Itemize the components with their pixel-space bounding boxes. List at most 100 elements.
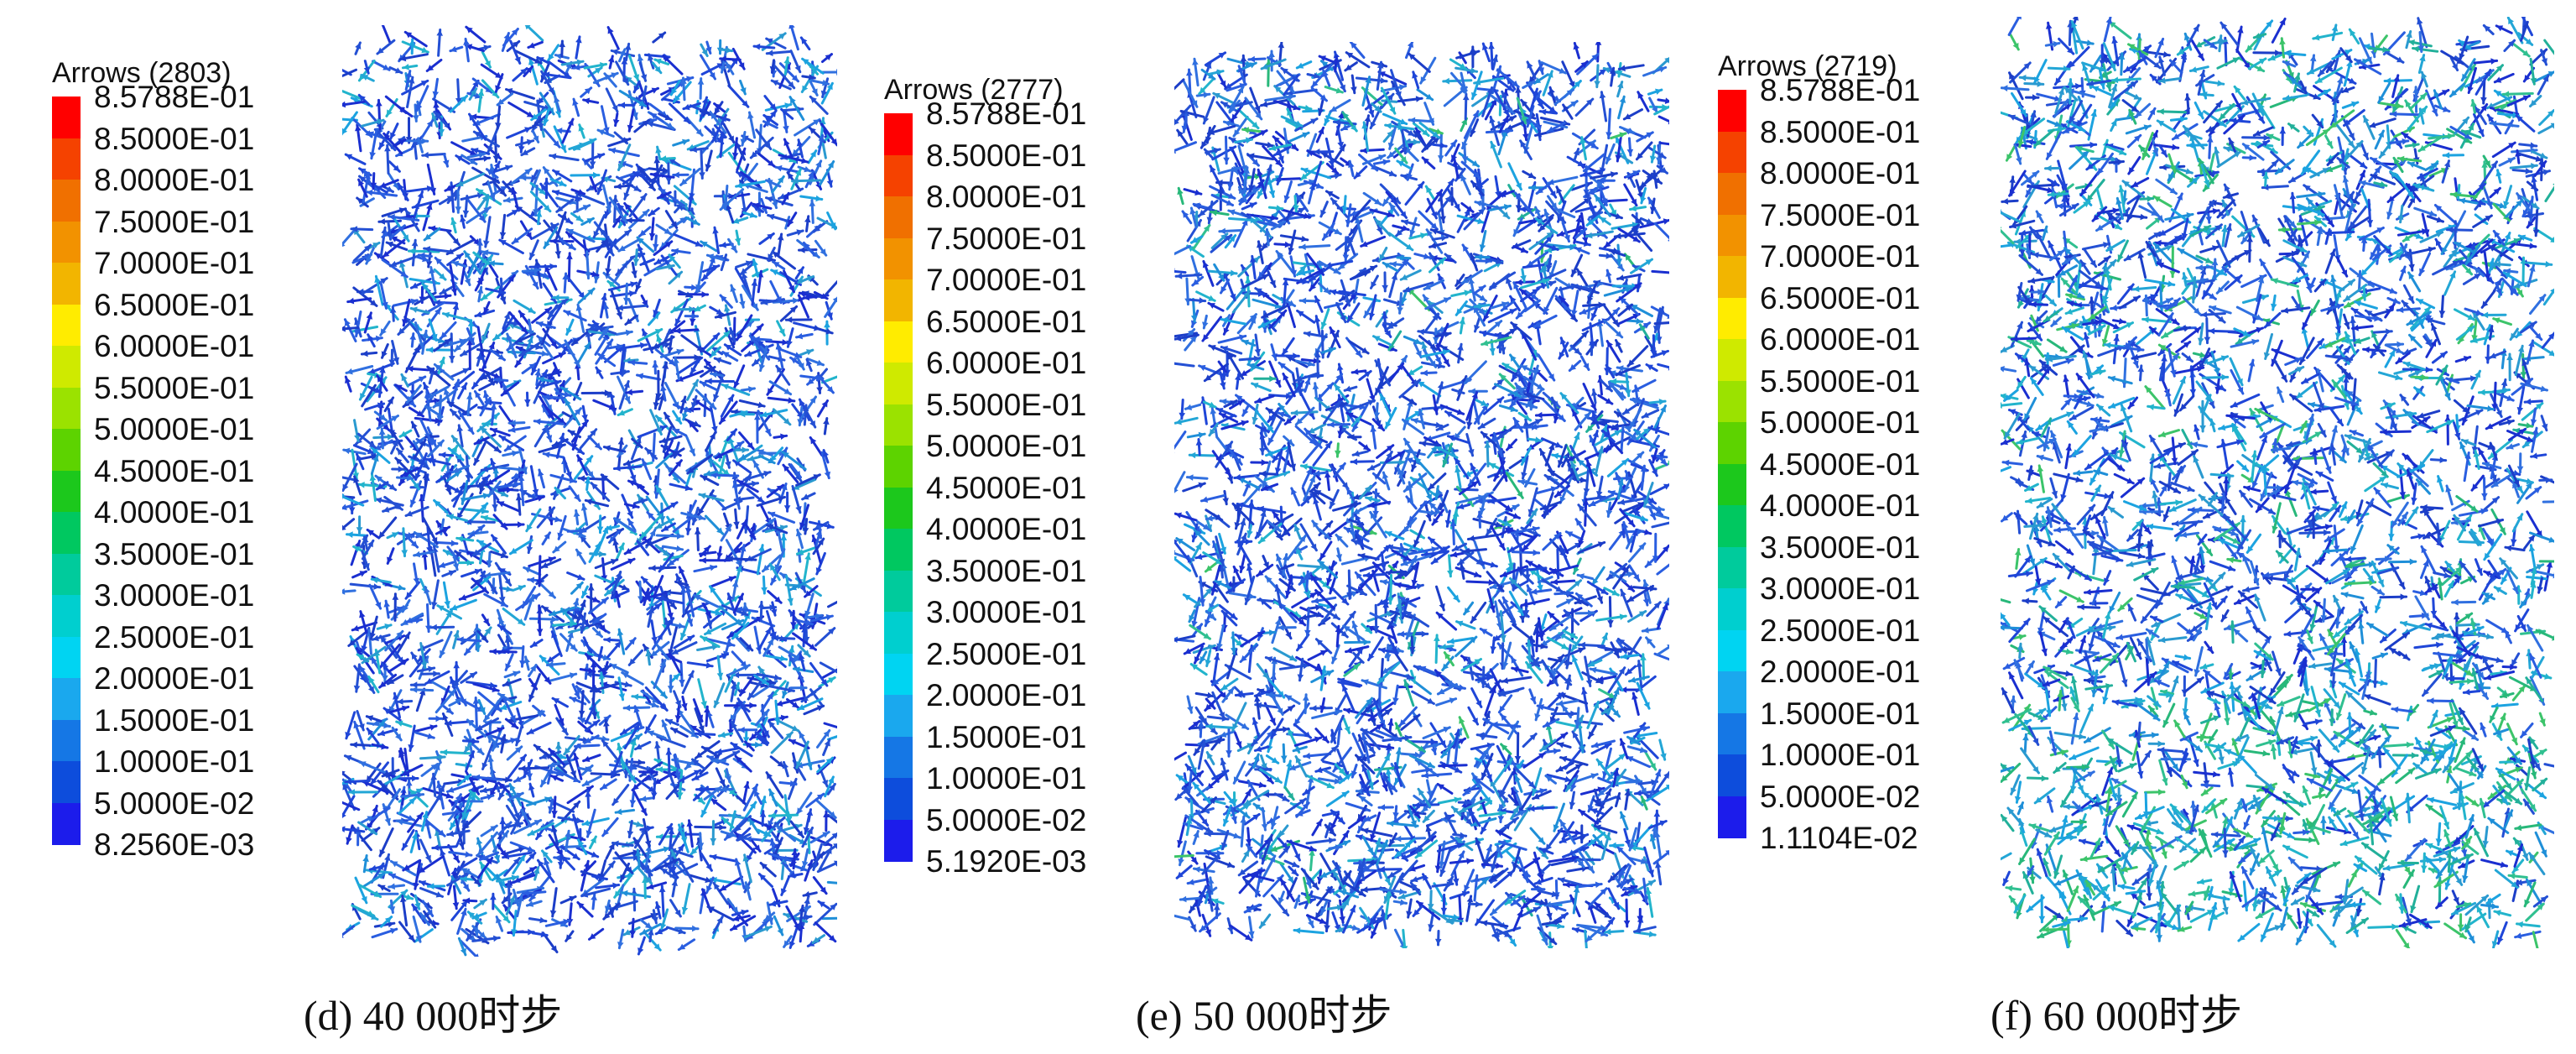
legend-swatch (884, 487, 913, 530)
legend-label: 4.5000E-01 (926, 470, 1087, 505)
legend-label: 5.0000E-02 (94, 785, 255, 821)
legend-swatch (1718, 546, 1746, 589)
legend-label: 5.5000E-01 (1760, 363, 1921, 399)
legend-label: 2.5000E-01 (1760, 613, 1921, 648)
legend-swatch (52, 346, 81, 389)
legend-swatch (1718, 796, 1746, 838)
legend-swatch (884, 778, 913, 821)
legend-swatch (1718, 505, 1746, 548)
legend-label: 8.5788E-01 (1760, 73, 1921, 107)
caption-e: (e) 50 000时步 (1136, 992, 1392, 1039)
legend-label: 7.0000E-01 (94, 246, 255, 280)
legend-label: 5.5000E-01 (926, 387, 1087, 422)
legend-swatch (884, 819, 913, 862)
panel-e: Arrows (2777) 8.5788E-01 8.5000E-01 8.0000… (859, 0, 1718, 1054)
legend-swatch (884, 363, 913, 405)
legend-swatch (1718, 671, 1746, 714)
legend-swatch (52, 97, 81, 139)
caption-f: (f) 60 000时步 (1991, 992, 2242, 1039)
legend-swatch (884, 736, 913, 779)
legend-label: 8.5000E-01 (926, 138, 1087, 173)
legend-f: Arrows (2719) 8.5788E-01 8.5000E-01 8.0000… (1718, 50, 1995, 873)
legend-swatch (884, 196, 913, 239)
legend-swatch (1718, 131, 1746, 174)
legend-label: 5.1920E-03 (926, 844, 1087, 879)
legend-scale: 8.5788E-01 8.5000E-01 8.0000E-01 7.5000E-01… (52, 81, 329, 885)
legend-swatch (1718, 629, 1746, 672)
legend-swatch (884, 653, 913, 696)
legend-label: 5.5000E-01 (94, 370, 255, 405)
legend-swatch (1718, 297, 1746, 340)
legend-label: 3.5000E-01 (926, 553, 1087, 588)
velocity-arrow-field-f (2001, 17, 2554, 948)
legend-scale: 8.5788E-01 8.5000E-01 8.0000E-01 7.5000E-01… (884, 98, 1161, 902)
legend-swatch (1718, 173, 1746, 216)
legend-swatch (884, 570, 913, 613)
legend-label: 8.0000E-01 (94, 163, 255, 197)
legend-swatch (1718, 90, 1746, 133)
legend-label: 7.0000E-01 (1760, 239, 1921, 274)
velocity-arrow-field-e (1174, 42, 1669, 948)
legend-swatch (884, 612, 913, 655)
legend-swatch (52, 221, 81, 264)
legend-swatch (1718, 256, 1746, 299)
legend-scale: 8.5788E-01 8.5000E-01 8.0000E-01 7.5000E-01… (1718, 75, 1995, 879)
panel-f: Arrows (2719) 8.5788E-01 8.5000E-01 8.0000… (1718, 0, 2576, 1054)
legend-swatch (1718, 463, 1746, 506)
legend-label: 6.5000E-01 (94, 287, 255, 322)
legend-label: 2.0000E-01 (926, 678, 1087, 712)
legend-swatch (52, 595, 81, 638)
legend-label: 1.0000E-01 (94, 744, 255, 779)
legend-swatch (1718, 712, 1746, 755)
legend-label: 3.0000E-01 (926, 595, 1087, 629)
legend-label: 1.5000E-01 (94, 702, 255, 738)
legend-label: 7.5000E-01 (1760, 197, 1921, 232)
legend-label: 4.0000E-01 (926, 512, 1087, 546)
legend-title: Arrows (2803) (52, 57, 232, 89)
legend-label: 6.5000E-01 (926, 304, 1087, 339)
legend-swatch (884, 237, 913, 280)
legend-label: 3.0000E-01 (94, 578, 255, 613)
legend-label: 2.5000E-01 (926, 636, 1087, 671)
legend-swatch (52, 180, 81, 222)
legend-d: Arrows (2803) 8.5788E-01 8.5000E-01 8.0000… (52, 57, 329, 879)
legend-label: 2.0000E-01 (94, 661, 255, 696)
legend-label: 6.0000E-01 (94, 329, 255, 363)
legend-label: 4.0000E-01 (94, 495, 255, 530)
legend-title: Arrows (2719) (1718, 50, 1897, 82)
legend-label: 8.5788E-01 (926, 97, 1087, 131)
legend-swatch (52, 636, 81, 679)
legend-label: 4.0000E-01 (1760, 488, 1921, 523)
legend-label: 5.0000E-01 (926, 429, 1087, 463)
legend-swatch (1718, 588, 1746, 631)
legend-label: 8.0000E-01 (926, 180, 1087, 214)
legend-swatch (1718, 422, 1746, 465)
legend-e: Arrows (2777) 8.5788E-01 8.5000E-01 8.0000… (884, 74, 1161, 896)
legend-swatch (52, 512, 81, 555)
legend-label: 3.0000E-01 (1760, 571, 1921, 606)
legend-title: Arrows (2777) (884, 74, 1064, 106)
legend-label: 5.0000E-01 (94, 412, 255, 446)
legend-label: 7.5000E-01 (926, 221, 1087, 256)
legend-label: 3.5000E-01 (1760, 530, 1921, 565)
legend-swatch (884, 321, 913, 363)
legend-label: 2.0000E-01 (1760, 655, 1921, 689)
legend-swatch (884, 529, 913, 571)
legend-label: 7.0000E-01 (926, 263, 1087, 297)
velocity-arrow-field-d (342, 25, 837, 957)
legend-swatch (884, 404, 913, 446)
legend-label: 8.5000E-01 (94, 121, 255, 156)
legend-swatch (1718, 339, 1746, 382)
legend-label: 1.0000E-01 (1760, 738, 1921, 772)
legend-swatch (1718, 380, 1746, 423)
legend-swatch (52, 138, 81, 180)
legend-label: 1.5000E-01 (926, 719, 1087, 754)
legend-swatch (884, 113, 913, 156)
legend-swatch (52, 719, 81, 762)
legend-swatch (1718, 754, 1746, 797)
legend-label: 1.5000E-01 (1760, 696, 1921, 731)
legend-swatch (52, 387, 81, 430)
legend-swatch (884, 446, 913, 488)
legend-label: 6.0000E-01 (926, 346, 1087, 380)
legend-label: 5.0000E-01 (1760, 405, 1921, 440)
